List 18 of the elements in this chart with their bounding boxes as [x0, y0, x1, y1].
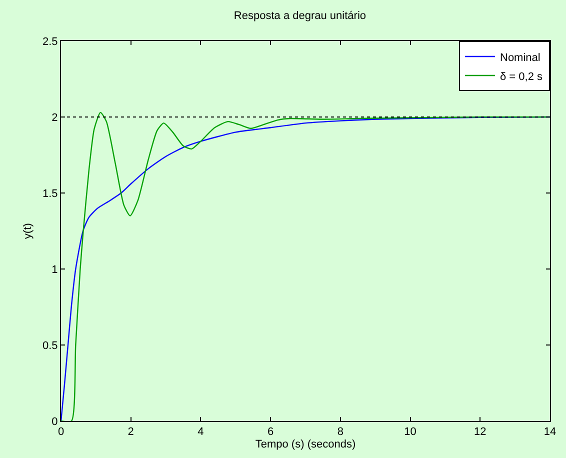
x-tick-label: 6 — [268, 426, 274, 438]
x-tick-label: 14 — [544, 426, 556, 438]
x-axis-title: Tempo (s) (seconds) — [255, 438, 356, 450]
y-tick-label: 2 — [52, 112, 58, 124]
x-tick-label: 10 — [404, 426, 416, 438]
y-tick-label: 0 — [52, 416, 58, 428]
legend-label: Nominal — [500, 52, 540, 64]
chart-title: Resposta a degrau unitário — [234, 10, 366, 22]
y-tick-label: 1 — [52, 264, 58, 276]
x-tick-label: 4 — [198, 426, 204, 438]
legend-label: δ = 0,2 s — [500, 70, 544, 83]
x-tick-label: 8 — [337, 426, 344, 438]
x-tick-label: 2 — [128, 426, 134, 438]
y-tick-label: 1.5 — [42, 188, 58, 200]
y-axis-title: y(t) — [22, 223, 34, 239]
x-tick-label: 12 — [474, 426, 486, 438]
y-tick-label: 2.5 — [42, 36, 58, 48]
y-tick-label: 0.5 — [42, 340, 58, 352]
